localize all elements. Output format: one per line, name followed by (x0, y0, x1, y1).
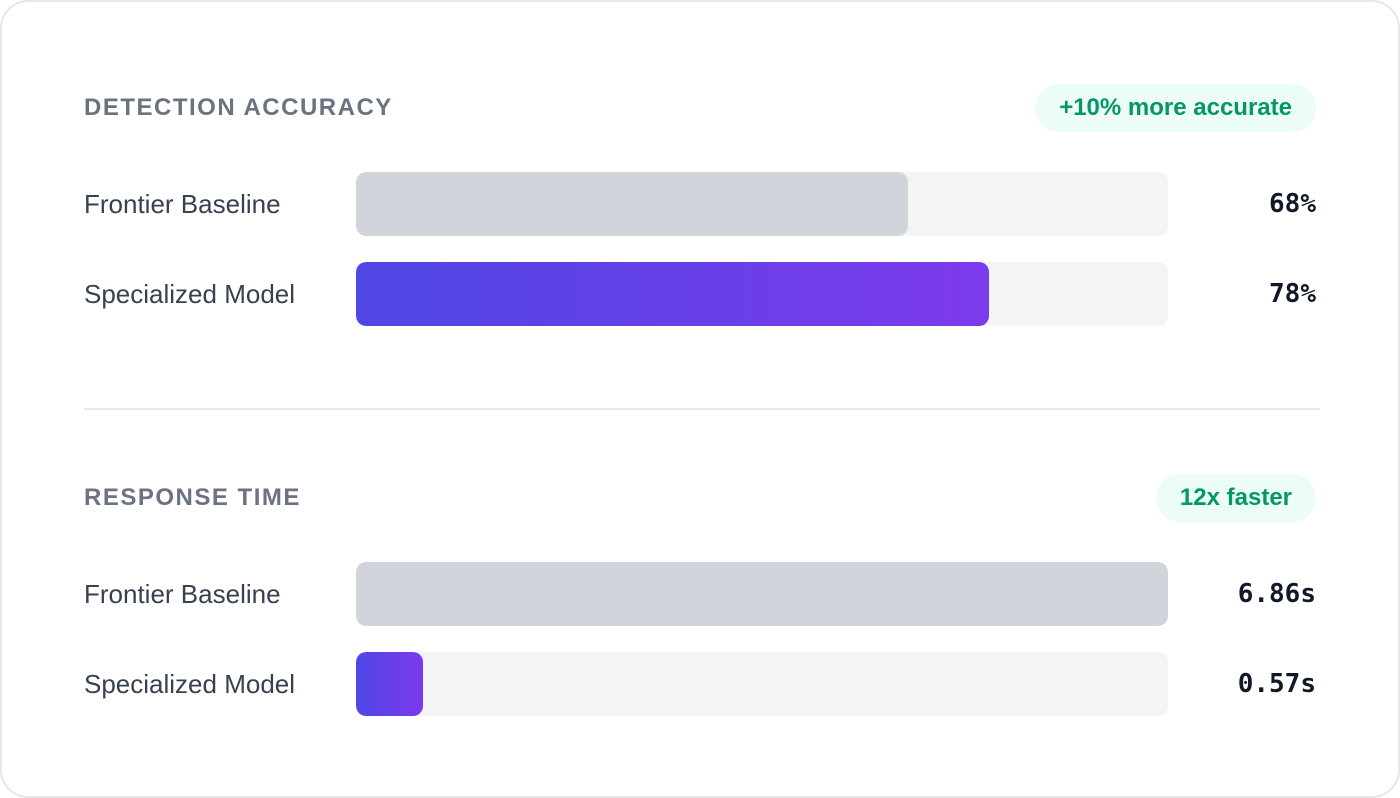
section-title: DETECTION ACCURACY (84, 94, 393, 121)
row-label: Specialized Model (84, 669, 296, 699)
badge: 12x faster (1155, 474, 1316, 522)
value-label: 68% (1269, 189, 1316, 219)
bar-track (356, 652, 1168, 716)
value-label: 0.57s (1237, 669, 1316, 699)
row-label: Frontier Baseline (84, 579, 281, 609)
row-label: Frontier Baseline (84, 189, 281, 219)
row-label-box: Specialized Model (84, 632, 314, 736)
divider (84, 408, 1320, 410)
bar-track (356, 262, 1168, 326)
row-label: Specialized Model (84, 279, 296, 309)
bar-track (356, 172, 1168, 236)
row-label-box: Specialized Model (84, 242, 314, 346)
value-label: 6.86s (1237, 579, 1316, 609)
bar-track (356, 562, 1168, 626)
bar (356, 652, 424, 716)
bar (356, 562, 1168, 626)
value-label: 78% (1269, 279, 1316, 309)
row-label-box: Frontier Baseline (84, 152, 314, 256)
badge: +10% more accurate (1035, 84, 1316, 132)
row-label-box: Frontier Baseline (84, 542, 314, 646)
bar (356, 172, 909, 236)
section-title: RESPONSE TIME (84, 484, 301, 511)
bar (356, 262, 990, 326)
